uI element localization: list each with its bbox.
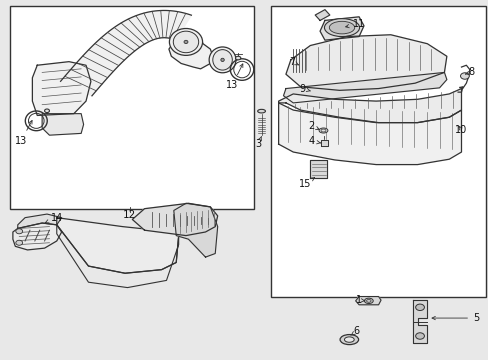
- Ellipse shape: [257, 109, 265, 113]
- Polygon shape: [412, 300, 427, 343]
- Polygon shape: [18, 214, 61, 228]
- Polygon shape: [61, 10, 191, 96]
- Text: 7: 7: [288, 57, 298, 67]
- Ellipse shape: [324, 19, 359, 37]
- Circle shape: [460, 73, 468, 79]
- Ellipse shape: [329, 21, 354, 34]
- Ellipse shape: [221, 58, 224, 62]
- Text: 9: 9: [298, 84, 310, 94]
- Polygon shape: [315, 10, 329, 21]
- Ellipse shape: [339, 334, 358, 345]
- Polygon shape: [13, 223, 61, 250]
- Text: 5: 5: [431, 313, 478, 323]
- Bar: [10, 6, 254, 209]
- Ellipse shape: [212, 50, 232, 70]
- Ellipse shape: [209, 47, 236, 73]
- Polygon shape: [310, 160, 327, 178]
- Polygon shape: [283, 72, 446, 103]
- Polygon shape: [285, 35, 446, 90]
- Text: 11: 11: [345, 19, 365, 29]
- Text: 12: 12: [123, 210, 136, 220]
- Ellipse shape: [344, 337, 353, 342]
- Polygon shape: [278, 103, 461, 165]
- Circle shape: [415, 333, 424, 339]
- Text: 6: 6: [350, 326, 359, 336]
- Ellipse shape: [319, 128, 327, 133]
- Polygon shape: [57, 225, 178, 288]
- Text: 10: 10: [454, 125, 467, 135]
- Text: 13: 13: [226, 64, 243, 90]
- Circle shape: [16, 240, 22, 245]
- Polygon shape: [320, 17, 363, 40]
- Ellipse shape: [364, 298, 372, 303]
- Ellipse shape: [44, 109, 49, 113]
- Ellipse shape: [183, 40, 187, 44]
- Text: 15: 15: [299, 177, 314, 189]
- Circle shape: [415, 304, 424, 311]
- Text: 3: 3: [255, 136, 261, 149]
- Bar: [271, 6, 485, 297]
- Text: 14: 14: [45, 213, 63, 223]
- Polygon shape: [168, 37, 212, 69]
- Polygon shape: [355, 297, 380, 305]
- Polygon shape: [173, 203, 217, 257]
- Polygon shape: [42, 114, 83, 135]
- Text: 1: 1: [355, 295, 364, 305]
- Polygon shape: [57, 218, 178, 273]
- Text: 4: 4: [308, 136, 320, 146]
- Ellipse shape: [235, 56, 241, 60]
- Polygon shape: [321, 140, 328, 146]
- Text: 13: 13: [15, 121, 32, 145]
- Circle shape: [16, 229, 22, 234]
- Ellipse shape: [169, 28, 202, 55]
- Text: 2: 2: [308, 121, 319, 131]
- Polygon shape: [132, 203, 217, 235]
- Polygon shape: [32, 62, 91, 116]
- Ellipse shape: [173, 31, 198, 53]
- Text: 8: 8: [465, 67, 473, 77]
- Polygon shape: [278, 89, 461, 123]
